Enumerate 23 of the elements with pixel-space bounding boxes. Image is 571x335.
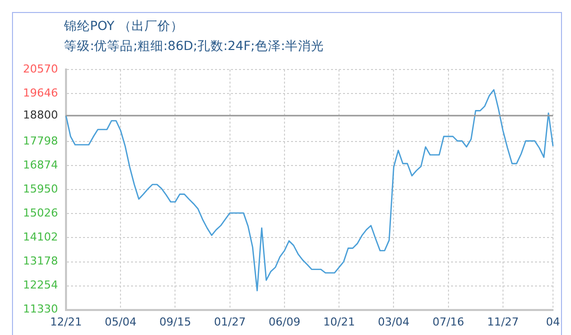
x-tick-label: 11/27	[487, 315, 519, 328]
x-tick-label: 07/16	[432, 315, 464, 328]
x-tick-label: 12/21	[50, 315, 82, 328]
x-tick-label: 01/27	[214, 315, 246, 328]
x-tick-label: 03/04	[378, 315, 410, 328]
y-tick-label: 19646	[23, 86, 58, 100]
y-tick-label: 13178	[23, 254, 58, 268]
y-tick-label: 20570	[23, 62, 58, 76]
y-tick-label: 11330	[23, 302, 58, 316]
x-tick-label: 04	[546, 315, 560, 328]
x-tick-label: 10/21	[323, 315, 355, 328]
y-tick-label: 14102	[23, 230, 58, 244]
chart-subtitle: 等级:优等品;粗细:86D;孔数:24F;色泽:半消光	[64, 38, 324, 55]
x-tick-label: 05/04	[104, 315, 136, 328]
y-tick-label: 17798	[23, 134, 58, 148]
y-tick-label: 12254	[23, 278, 58, 292]
y-tick-label: 18800	[23, 108, 58, 122]
x-tick-label: 09/15	[159, 315, 192, 328]
y-tick-label: 15950	[23, 182, 58, 196]
chart-title: 锦纶POY （出厂价）	[64, 18, 184, 35]
y-tick-label: 16874	[23, 158, 58, 172]
y-tick-label: 15026	[23, 206, 58, 220]
x-tick-label: 06/09	[268, 315, 300, 328]
